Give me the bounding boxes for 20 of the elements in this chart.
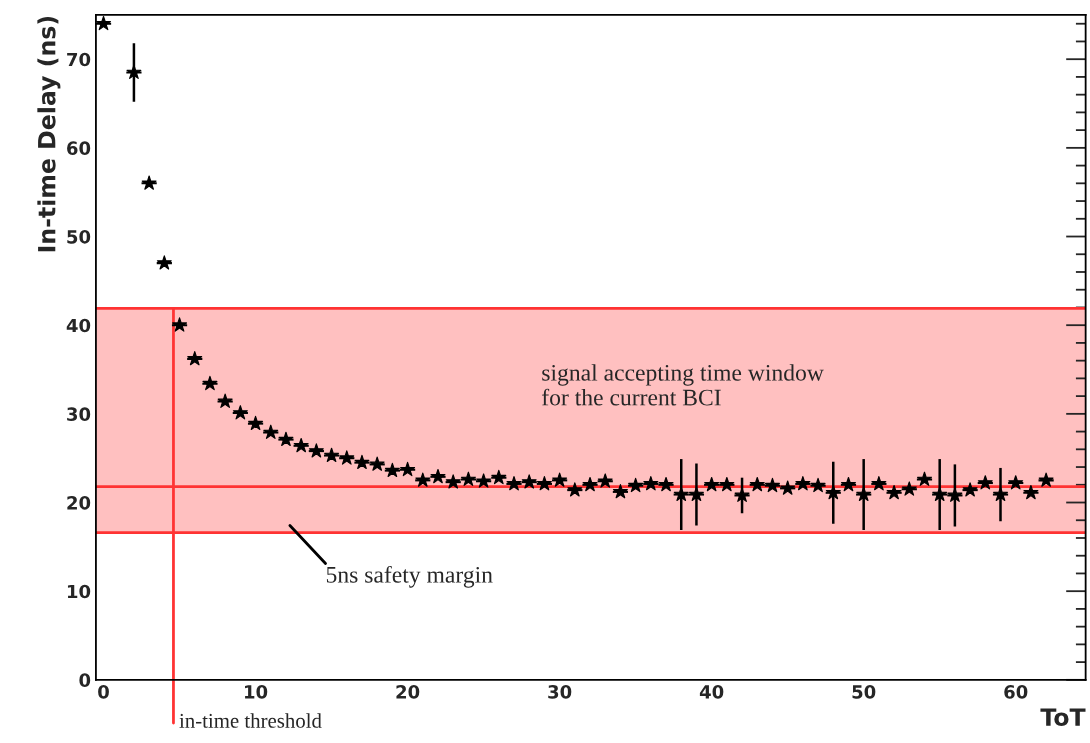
x-tick-label: 50 [852,685,876,699]
x-tick-label: 0 [98,685,109,699]
y-tick-label: 50 [67,229,91,244]
y-tick-label: 30 [67,407,91,421]
y-tick-label: 60 [67,141,91,155]
band-label: signal accepting time window for the current BCI [542,364,824,406]
y-axis-title: In-time Delay (ns) [37,16,61,252]
y-tick-label: 20 [67,495,91,510]
y-tick-label: 0 [79,673,91,687]
annotation: 5ns safety margin [326,565,493,588]
x-tick-label: 10 [245,685,268,699]
x-tick-label: 30 [548,685,572,699]
y-tick-label: 70 [67,52,91,67]
x-tick-label: 20 [396,685,420,699]
ref-line-label: in-time threshold [179,713,322,728]
x-tick-label: 60 [1004,685,1028,699]
y-tick-label: 10 [67,584,91,599]
x-tick-label: 40 [699,685,724,699]
x-axis-title: ToT [1040,708,1086,727]
y-tick-label: 40 [66,318,91,333]
